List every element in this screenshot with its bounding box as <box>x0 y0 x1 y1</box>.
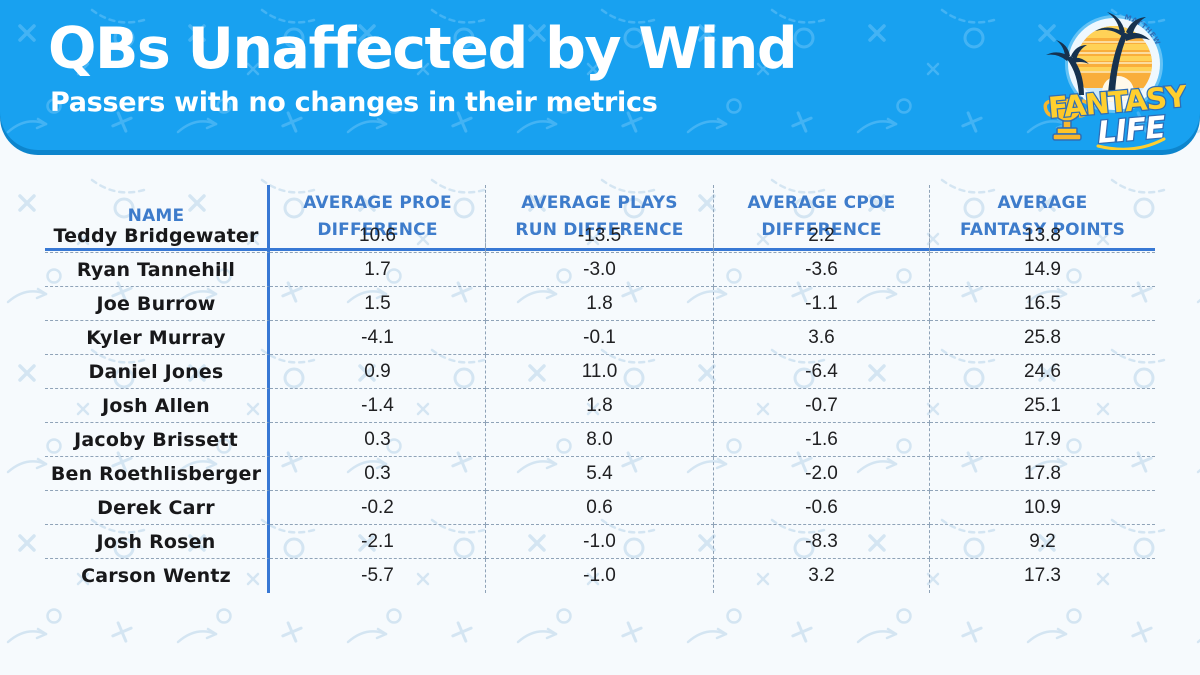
stat-value-fpts: 10.9 <box>930 491 1155 525</box>
stat-value-fpts: 14.9 <box>930 253 1155 287</box>
stat-value-cpoe: -1.1 <box>714 287 930 321</box>
stat-value-plays: -0.1 <box>486 321 714 355</box>
page-subtitle: Passers with no changes in their metrics <box>50 87 658 119</box>
logo-underline-swoosh <box>1096 137 1166 150</box>
stat-value-fpts: 9.2 <box>930 525 1155 559</box>
stat-value-plays: 0.6 <box>486 491 714 525</box>
stat-value-plays: 11.0 <box>486 355 714 389</box>
player-name: Derek Carr <box>45 491 270 525</box>
stat-value-proe: -0.2 <box>270 491 486 525</box>
player-name: Teddy Bridgewater <box>45 219 270 253</box>
stat-value-plays: 5.4 <box>486 457 714 491</box>
stat-value-proe: -4.1 <box>270 321 486 355</box>
stat-value-proe: -1.4 <box>270 389 486 423</box>
player-name: Joe Burrow <box>45 287 270 321</box>
stat-value-proe: 10.6 <box>270 219 486 253</box>
stat-value-cpoe: -2.0 <box>714 457 930 491</box>
stat-value-fpts: 17.8 <box>930 457 1155 491</box>
stat-value-proe: -2.1 <box>270 525 486 559</box>
stat-value-proe: -5.7 <box>270 559 486 593</box>
stat-value-cpoe: 3.2 <box>714 559 930 593</box>
player-name: Ryan Tannehill <box>45 253 270 287</box>
stat-value-plays: 1.8 <box>486 389 714 423</box>
player-name: Daniel Jones <box>45 355 270 389</box>
stat-value-cpoe: -1.6 <box>714 423 930 457</box>
playbook-pattern-banner <box>0 0 1200 150</box>
stat-value-proe: 1.7 <box>270 253 486 287</box>
stat-value-cpoe: -3.6 <box>714 253 930 287</box>
stat-value-plays: 8.0 <box>486 423 714 457</box>
stat-value-plays: 1.8 <box>486 287 714 321</box>
stat-value-cpoe: -0.7 <box>714 389 930 423</box>
column-header-cpoe: AVERAGE CPOE DIFFERENCE <box>714 185 930 251</box>
stat-value-cpoe: -0.6 <box>714 491 930 525</box>
stat-value-plays: -13.5 <box>486 219 714 253</box>
logo-word-life: LIFE <box>1096 110 1168 150</box>
stat-value-fpts: 17.9 <box>930 423 1155 457</box>
stat-value-cpoe: 2.2 <box>714 219 930 253</box>
stat-value-cpoe: 3.6 <box>714 321 930 355</box>
stat-value-plays: -1.0 <box>486 525 714 559</box>
player-name: Ben Roethlisberger <box>45 457 270 491</box>
palm-trees-icon <box>1046 12 1150 95</box>
stat-value-proe: 0.9 <box>270 355 486 389</box>
stat-value-fpts: 24.6 <box>930 355 1155 389</box>
stat-value-proe: 1.5 <box>270 287 486 321</box>
stat-value-plays: -1.0 <box>486 559 714 593</box>
column-header-fpts: AVERAGE FANTASY POINTS <box>930 185 1155 251</box>
stat-value-plays: -3.0 <box>486 253 714 287</box>
header-banner: QBs Unaffected by Wind Passers with no c… <box>0 0 1200 150</box>
stat-value-fpts: 13.8 <box>930 219 1155 253</box>
stat-value-fpts: 16.5 <box>930 287 1155 321</box>
player-name: Kyler Murray <box>45 321 270 355</box>
stat-value-cpoe: -6.4 <box>714 355 930 389</box>
page-title: QBs Unaffected by Wind <box>48 16 798 82</box>
fantasy-life-logo: MATTHEW BERRY'S <box>1026 2 1186 150</box>
stat-value-fpts: 25.1 <box>930 389 1155 423</box>
player-name: Jacoby Brissett <box>45 423 270 457</box>
column-header-plays: AVERAGE PLAYS RUN DIFFERENCE <box>486 185 714 251</box>
trophy-icon <box>1043 97 1091 141</box>
player-name: Josh Rosen <box>45 525 270 559</box>
stat-value-fpts: 17.3 <box>1024 565 1061 586</box>
stat-value-proe: 0.3 <box>270 423 486 457</box>
column-header-proe: AVERAGE PROE DIFFERENCE <box>270 185 486 251</box>
column-header-name: NAME <box>45 185 270 251</box>
player-name: Carson Wentz <box>45 559 270 593</box>
qb-stats-grid: NAME AVERAGE PROE DIFFERENCE AVERAGE PLAYS… <box>45 185 1155 593</box>
stat-value-fpts: 25.8 <box>930 321 1155 355</box>
qb-stats-table: NAME AVERAGE PROE DIFFERENCE AVERAGE PLAYS… <box>45 185 1155 593</box>
player-name: Josh Allen <box>45 389 270 423</box>
stat-value-cpoe: -8.3 <box>714 525 930 559</box>
stat-value-proe: 0.3 <box>270 457 486 491</box>
